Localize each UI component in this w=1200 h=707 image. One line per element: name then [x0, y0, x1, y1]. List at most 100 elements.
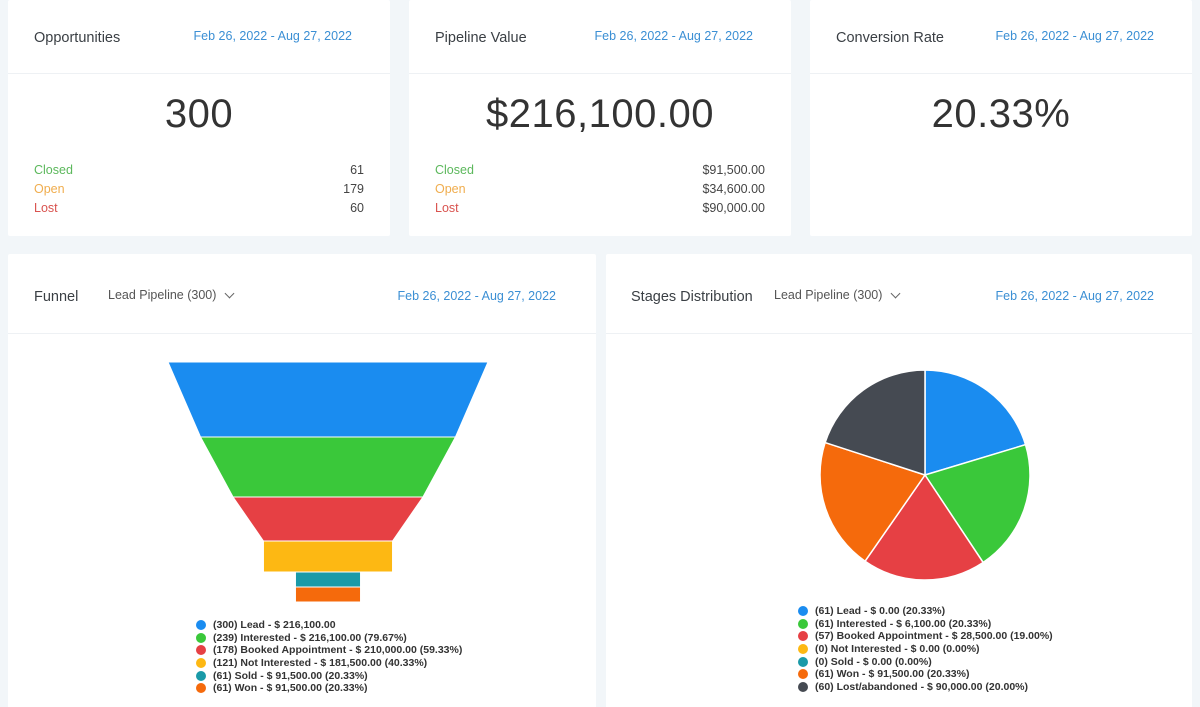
funnel-card: Funnel Lead Pipeline (300) Feb 26, 2022 …	[8, 254, 596, 707]
open-value: 179	[343, 182, 364, 196]
opportunities-date-range[interactable]: Feb 26, 2022 - Aug 27, 2022	[193, 29, 352, 43]
funnel-pipeline-select-value: Lead Pipeline (300)	[108, 288, 217, 302]
pie-slice-booked-appointment[interactable]	[864, 473, 985, 581]
stages-legend-item[interactable]: (61) Won - $ 91,500.00 (20.33%)	[798, 668, 1053, 681]
funnel-legend-item[interactable]: (300) Lead - $ 216,100.00	[196, 619, 462, 632]
funnel-date-range[interactable]: Feb 26, 2022 - Aug 27, 2022	[397, 289, 556, 303]
opportunities-card: Opportunities Feb 26, 2022 - Aug 27, 202…	[8, 0, 390, 236]
legend-label: (239) Interested - $ 216,100.00 (79.67%)	[213, 631, 407, 644]
pipeline-value-title: Pipeline Value	[435, 30, 527, 46]
legend-dot-icon	[196, 645, 206, 656]
open-label: Open	[34, 182, 65, 196]
stages-pie-chart	[819, 369, 1031, 581]
lost-label: Lost	[34, 201, 58, 215]
legend-dot-icon	[196, 658, 206, 669]
funnel-legend: (300) Lead - $ 216,100.00 (239) Intereste…	[196, 619, 462, 695]
legend-label: (300) Lead - $ 216,100.00	[213, 619, 336, 632]
pie-slice-lead[interactable]	[924, 369, 1027, 477]
opportunities-open-row: Open 179	[34, 182, 364, 200]
legend-label: (178) Booked Appointment - $ 210,000.00 …	[213, 644, 463, 657]
stages-legend-item[interactable]: (0) Not Interested - $ 0.00 (0.00%)	[798, 643, 1053, 656]
legend-label: (0) Sold - $ 0.00 (0.00%)	[815, 655, 932, 668]
legend-label: (61) Won - $ 91,500.00 (20.33%)	[815, 668, 970, 681]
legend-label: (121) Not Interested - $ 181,500.00 (40.…	[213, 657, 428, 670]
funnel-segment-won[interactable]	[294, 586, 362, 603]
chevron-down-icon	[224, 288, 235, 298]
funnel-legend-item[interactable]: (121) Not Interested - $ 181,500.00 (40.…	[196, 657, 462, 670]
funnel-legend-item[interactable]: (239) Interested - $ 216,100.00 (79.67%)	[196, 632, 462, 645]
lost-value: 60	[350, 201, 364, 215]
stages-legend-item[interactable]: (57) Booked Appointment - $ 28,500.00 (1…	[798, 630, 1053, 643]
pie-slice-won[interactable]	[819, 441, 927, 563]
funnel-segment-not-interested[interactable]	[262, 540, 394, 573]
pipeline-closed-row: Closed $91,500.00	[435, 163, 765, 181]
legend-label: (60) Lost/abandoned - $ 90,000.00 (20.00…	[815, 680, 1028, 693]
conversion-rate-value: 20.33%	[931, 92, 1071, 136]
funnel-pipeline-dropdown[interactable]: Lead Pipeline (300)	[108, 288, 235, 302]
stages-pipeline-select-value: Lead Pipeline (300)	[774, 288, 883, 302]
funnel-segment-interested[interactable]	[199, 436, 457, 498]
funnel-segment-sold[interactable]	[294, 571, 362, 588]
funnel-card-header: Funnel Lead Pipeline (300) Feb 26, 2022 …	[8, 254, 596, 334]
open-label: Open	[435, 182, 466, 196]
funnel-legend-item[interactable]: (178) Booked Appointment - $ 210,000.00 …	[196, 644, 462, 657]
funnel-chart	[167, 361, 489, 603]
pipeline-value-date-range[interactable]: Feb 26, 2022 - Aug 27, 2022	[594, 29, 753, 43]
legend-dot-icon	[798, 631, 808, 642]
stages-legend-item[interactable]: (61) Interested - $ 6,100.00 (20.33%)	[798, 618, 1053, 631]
pie-slice-lost-abandoned[interactable]	[824, 369, 926, 477]
legend-dot-icon	[196, 632, 206, 643]
conversion-rate-title: Conversion Rate	[836, 30, 944, 46]
stages-legend: (61) Lead - $ 0.00 (20.33%) (61) Interest…	[798, 605, 1053, 693]
pipeline-lost-row: Lost $90,000.00	[435, 201, 765, 219]
pipeline-value-card-header: Pipeline Value Feb 26, 2022 - Aug 27, 20…	[409, 0, 791, 74]
opportunities-title: Opportunities	[34, 30, 121, 46]
legend-label: (61) Sold - $ 91,500.00 (20.33%)	[213, 669, 368, 682]
legend-dot-icon	[196, 620, 206, 631]
legend-dot-icon	[798, 681, 808, 692]
closed-label: Closed	[34, 163, 73, 177]
stages-pipeline-dropdown[interactable]: Lead Pipeline (300)	[774, 288, 901, 302]
legend-dot-icon	[798, 618, 808, 629]
open-value: $34,600.00	[702, 182, 765, 196]
pipeline-open-row: Open $34,600.00	[435, 182, 765, 200]
pipeline-value-total: $216,100.00	[486, 92, 714, 136]
closed-value: 61	[350, 163, 364, 177]
legend-label: (0) Not Interested - $ 0.00 (0.00%)	[815, 643, 980, 656]
stages-card-header: Stages Distribution Lead Pipeline (300) …	[606, 254, 1192, 334]
funnel-segment-booked-appointment[interactable]	[232, 496, 424, 542]
funnel-legend-item[interactable]: (61) Won - $ 91,500.00 (20.33%)	[196, 682, 462, 695]
legend-label: (61) Lead - $ 0.00 (20.33%)	[815, 605, 946, 618]
opportunities-total: 300	[164, 92, 234, 136]
chevron-down-icon	[890, 288, 901, 298]
legend-dot-icon	[798, 669, 808, 680]
legend-label: (57) Booked Appointment - $ 28,500.00 (1…	[815, 630, 1053, 643]
stages-legend-item[interactable]: (60) Lost/abandoned - $ 90,000.00 (20.00…	[798, 681, 1053, 694]
opportunities-card-header: Opportunities Feb 26, 2022 - Aug 27, 202…	[8, 0, 390, 74]
stages-legend-item[interactable]: (61) Lead - $ 0.00 (20.33%)	[798, 605, 1053, 618]
funnel-legend-item[interactable]: (61) Sold - $ 91,500.00 (20.33%)	[196, 669, 462, 682]
stages-distribution-card: Stages Distribution Lead Pipeline (300) …	[606, 254, 1192, 707]
closed-value: $91,500.00	[702, 163, 765, 177]
funnel-title: Funnel	[34, 289, 79, 305]
legend-label: (61) Interested - $ 6,100.00 (20.33%)	[815, 617, 992, 630]
pipeline-value-card: Pipeline Value Feb 26, 2022 - Aug 27, 20…	[409, 0, 791, 236]
stages-date-range[interactable]: Feb 26, 2022 - Aug 27, 2022	[995, 289, 1154, 303]
funnel-segment-lead[interactable]	[167, 361, 489, 438]
legend-label: (61) Won - $ 91,500.00 (20.33%)	[213, 682, 368, 695]
lost-label: Lost	[435, 201, 459, 215]
conversion-rate-date-range[interactable]: Feb 26, 2022 - Aug 27, 2022	[995, 29, 1154, 43]
conversion-rate-card: Conversion Rate Feb 26, 2022 - Aug 27, 2…	[810, 0, 1192, 236]
legend-dot-icon	[196, 670, 206, 681]
stages-title: Stages Distribution	[631, 289, 753, 305]
lost-value: $90,000.00	[702, 201, 765, 215]
legend-dot-icon	[798, 656, 808, 667]
pie-slice-interested[interactable]	[923, 443, 1031, 564]
closed-label: Closed	[435, 163, 474, 177]
legend-dot-icon	[798, 644, 808, 655]
stages-legend-item[interactable]: (0) Sold - $ 0.00 (0.00%)	[798, 655, 1053, 668]
conversion-rate-card-header: Conversion Rate Feb 26, 2022 - Aug 27, 2…	[810, 0, 1192, 74]
legend-dot-icon	[196, 683, 206, 694]
opportunities-closed-row: Closed 61	[34, 163, 364, 181]
opportunities-lost-row: Lost 60	[34, 201, 364, 219]
